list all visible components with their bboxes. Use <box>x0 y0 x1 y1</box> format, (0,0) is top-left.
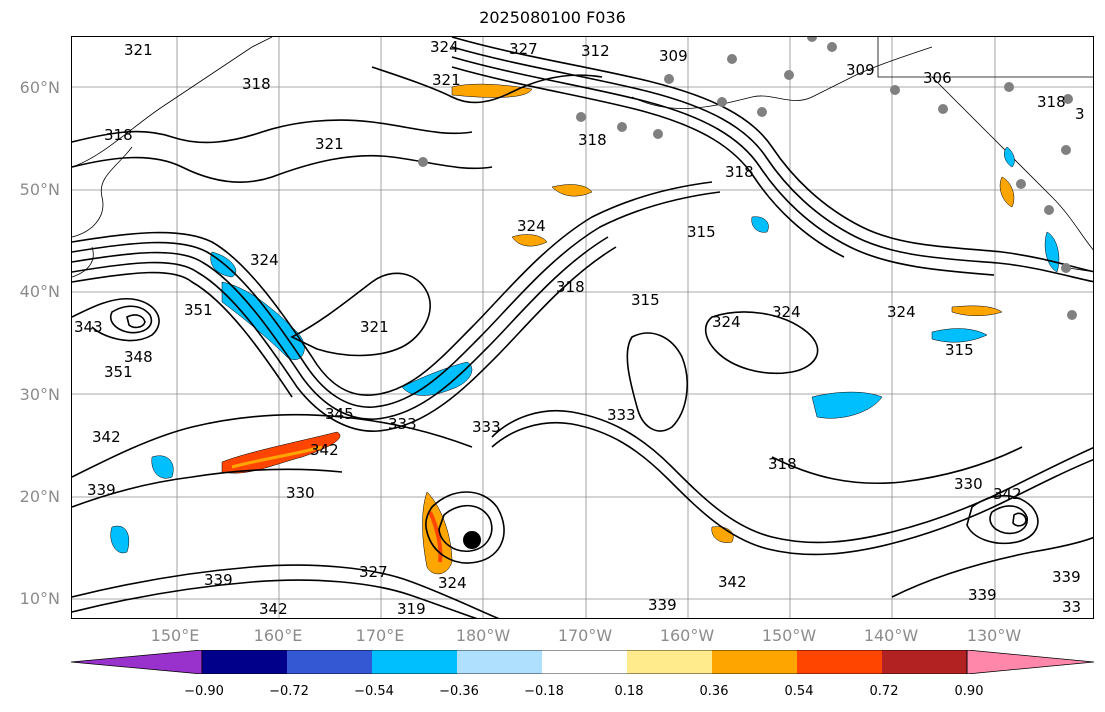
lat-label-60n: 60°N <box>19 78 60 97</box>
colorbar-segment <box>372 650 457 674</box>
lat-label-10n: 10°N <box>19 589 60 608</box>
contour-label: 319 <box>397 600 426 618</box>
colorbar-tick: 0.18 <box>614 684 644 699</box>
colorbar-segment <box>457 650 542 674</box>
gridlines <box>72 37 1093 618</box>
contour-label: 333 <box>607 406 636 424</box>
contour-label: 327 <box>509 40 538 58</box>
contour-label: 342 <box>993 485 1022 503</box>
lon-label-150w: 150°W <box>761 626 817 645</box>
contour-label: 306 <box>923 69 952 87</box>
contour-label: 318 <box>556 278 585 296</box>
colorbar-segment <box>542 650 627 674</box>
contour-label: 324 <box>517 217 546 235</box>
colorbar-tick: −0.54 <box>354 684 394 699</box>
station-markers <box>418 37 1077 320</box>
contour-label: 339 <box>1052 568 1081 586</box>
lon-label-170e: 170°E <box>355 626 405 645</box>
contour-label: 309 <box>659 47 688 65</box>
colorbar-segment <box>712 650 797 674</box>
colorbar-segment <box>287 650 372 674</box>
contour-label: 342 <box>259 600 288 618</box>
lon-label-160w: 160°W <box>659 626 715 645</box>
lon-label-160e: 160°E <box>253 626 303 645</box>
contour-label: 324 <box>438 574 467 592</box>
contour-label: 333 <box>472 418 501 436</box>
contour-label: 351 <box>184 301 213 319</box>
contour-label: 339 <box>648 596 677 614</box>
lat-label-50n: 50°N <box>19 180 60 199</box>
colorbar-tick: 0.90 <box>954 684 984 699</box>
storm-center-marker <box>463 531 481 549</box>
colorbar-segment <box>202 650 287 674</box>
contour-label: 339 <box>968 586 997 604</box>
map-title: 2025080100 F036 <box>479 8 626 27</box>
contour-lines <box>72 37 1093 618</box>
lon-label-130w: 130°W <box>966 626 1022 645</box>
contour-label: 318 <box>578 131 607 149</box>
colorbar-extend-low <box>71 650 203 674</box>
contour-label: 351 <box>104 363 133 381</box>
colorbar-tick: −0.36 <box>439 684 479 699</box>
colorbar-segment <box>797 650 882 674</box>
contour-label: 321 <box>315 135 344 153</box>
contour-label: 318 <box>104 126 133 144</box>
contour-label: 339 <box>204 571 233 589</box>
contour-label: 345 <box>325 405 354 423</box>
contour-label: 333 <box>388 415 417 433</box>
anomaly-shading <box>110 83 1060 575</box>
colorbar-segment <box>882 650 967 674</box>
contour-label: 318 <box>242 75 271 93</box>
contour-label: 348 <box>124 348 153 366</box>
contour-label: 312 <box>581 42 610 60</box>
lat-label-20n: 20°N <box>19 487 60 506</box>
contour-labels: 321 324 318 321 318 327 321 312 309 309 … <box>74 38 1085 618</box>
colorbar-tick: −0.72 <box>269 684 309 699</box>
lon-label-180w: 180°W <box>455 626 511 645</box>
contour-label: 318 <box>725 163 754 181</box>
colorbar-tick: 0.36 <box>699 684 729 699</box>
colorbar-tick: −0.90 <box>184 684 224 699</box>
contour-label: 339 <box>87 481 116 499</box>
colorbar-tick: 0.54 <box>784 684 814 699</box>
contour-label: 324 <box>712 313 741 331</box>
map-panel[interactable]: 321 324 318 321 318 327 321 312 309 309 … <box>71 36 1094 619</box>
contour-label: 315 <box>945 341 974 359</box>
contour-label: 324 <box>250 251 279 269</box>
contour-label: 342 <box>310 441 339 459</box>
colorbar-tick: 0.72 <box>869 684 899 699</box>
colorbar-extend-high <box>966 650 1094 674</box>
map-canvas: 321 324 318 321 318 327 321 312 309 309 … <box>72 37 1093 618</box>
contour-label: 318 <box>768 455 797 473</box>
contour-label: 321 <box>432 71 461 89</box>
contour-label: 309 <box>846 61 875 79</box>
lat-label-40n: 40°N <box>19 282 60 301</box>
lon-label-150e: 150°E <box>150 626 200 645</box>
colorbar <box>71 650 1094 674</box>
contour-label: 321 <box>360 318 389 336</box>
colorbar-segment <box>627 650 712 674</box>
contour-label: 3 <box>1075 105 1085 123</box>
colorbar-tick: −0.18 <box>524 684 564 699</box>
contour-label: 343 <box>74 318 103 336</box>
contour-label: 330 <box>954 475 983 493</box>
lon-label-140w: 140°W <box>863 626 919 645</box>
contour-label: 315 <box>687 223 716 241</box>
contour-label: 318 <box>1037 93 1066 111</box>
contour-label: 33 <box>1062 598 1081 616</box>
contour-label: 321 <box>124 41 153 59</box>
contour-label: 342 <box>718 573 747 591</box>
contour-label: 330 <box>286 484 315 502</box>
lat-label-30n: 30°N <box>19 385 60 404</box>
contour-label: 327 <box>359 563 388 581</box>
contour-label: 315 <box>631 291 660 309</box>
contour-label: 342 <box>92 428 121 446</box>
lon-label-170w: 170°W <box>557 626 613 645</box>
contour-label: 324 <box>772 303 801 321</box>
contour-label: 324 <box>887 303 916 321</box>
contour-label: 324 <box>430 38 459 56</box>
